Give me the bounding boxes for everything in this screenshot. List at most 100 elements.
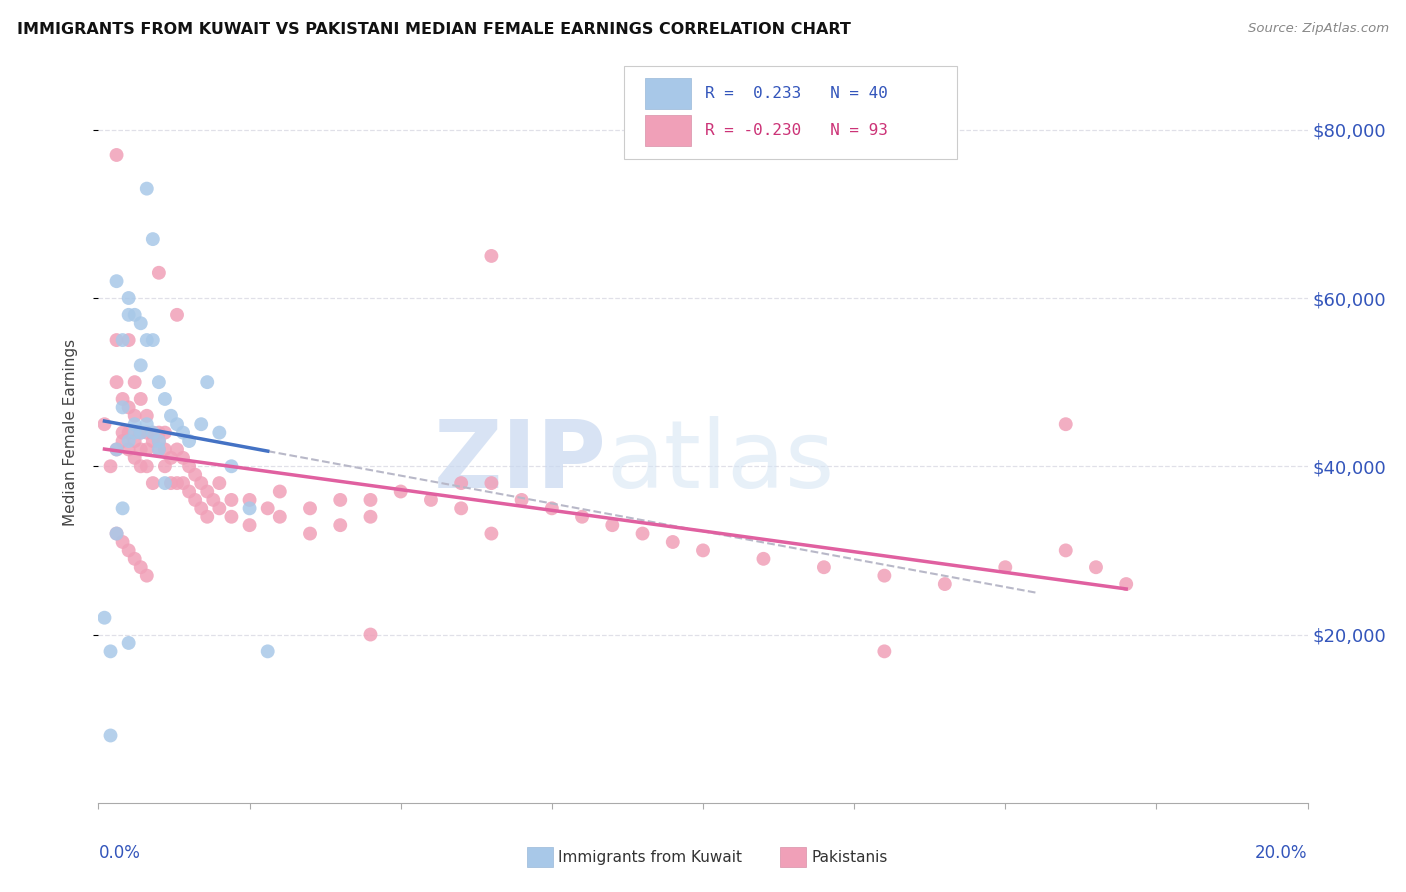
- Point: [450, 501, 472, 516]
- Point: [269, 484, 291, 499]
- Point: [100, 459, 122, 474]
- Point: [481, 476, 503, 491]
- Point: [1054, 543, 1077, 558]
- Point: [299, 526, 322, 541]
- Point: [602, 518, 624, 533]
- Point: [420, 492, 443, 507]
- Point: [124, 308, 146, 322]
- Point: [135, 568, 157, 582]
- Point: [129, 560, 152, 574]
- Text: Immigrants from Kuwait: Immigrants from Kuwait: [558, 850, 742, 864]
- Point: [450, 476, 472, 491]
- Point: [360, 509, 382, 524]
- Point: [752, 551, 775, 566]
- Point: [118, 291, 141, 305]
- Point: [510, 492, 533, 507]
- Point: [299, 501, 322, 516]
- Point: [148, 266, 170, 280]
- Text: 0.0%: 0.0%: [98, 844, 141, 862]
- Point: [118, 308, 141, 322]
- Point: [221, 492, 243, 507]
- Point: [1115, 577, 1137, 591]
- Point: [148, 434, 170, 448]
- Point: [148, 425, 170, 440]
- Point: [142, 476, 165, 491]
- Point: [179, 484, 201, 499]
- Point: [111, 333, 134, 347]
- Point: [148, 442, 170, 457]
- Point: [934, 577, 956, 591]
- Point: [129, 459, 152, 474]
- Point: [105, 148, 128, 162]
- Point: [111, 425, 134, 440]
- Point: [105, 442, 128, 457]
- Point: [129, 425, 152, 440]
- Point: [148, 375, 170, 389]
- Point: [208, 501, 231, 516]
- Text: Source: ZipAtlas.com: Source: ZipAtlas.com: [1249, 22, 1389, 36]
- Point: [124, 375, 146, 389]
- Point: [153, 459, 176, 474]
- Point: [142, 434, 165, 448]
- Point: [269, 509, 291, 524]
- Point: [93, 417, 115, 432]
- Point: [221, 509, 243, 524]
- Point: [208, 425, 231, 440]
- Text: atlas: atlas: [606, 417, 835, 508]
- Text: R =  0.233   N = 40: R = 0.233 N = 40: [706, 86, 889, 101]
- Point: [142, 333, 165, 347]
- Point: [190, 476, 212, 491]
- Point: [172, 476, 194, 491]
- Point: [142, 425, 165, 440]
- Point: [202, 492, 225, 507]
- Point: [360, 627, 382, 641]
- Point: [195, 509, 218, 524]
- Point: [135, 417, 157, 432]
- Point: [124, 417, 146, 432]
- Point: [166, 442, 188, 457]
- Point: [118, 636, 141, 650]
- Point: [389, 484, 412, 499]
- Point: [124, 434, 146, 448]
- Point: [124, 425, 146, 440]
- Point: [329, 492, 352, 507]
- Point: [166, 308, 188, 322]
- Point: [142, 232, 165, 246]
- Text: Pakistanis: Pakistanis: [811, 850, 887, 864]
- Point: [360, 492, 382, 507]
- Point: [111, 392, 134, 406]
- Point: [118, 442, 141, 457]
- Bar: [645, 78, 690, 109]
- Point: [153, 392, 176, 406]
- Point: [135, 442, 157, 457]
- Point: [105, 274, 128, 288]
- Point: [111, 501, 134, 516]
- Point: [179, 459, 201, 474]
- Text: ZIP: ZIP: [433, 417, 606, 508]
- Point: [124, 450, 146, 465]
- Point: [118, 434, 141, 448]
- Point: [135, 459, 157, 474]
- Point: [129, 359, 152, 373]
- Point: [239, 501, 262, 516]
- Point: [631, 526, 654, 541]
- Point: [105, 526, 128, 541]
- Point: [873, 568, 896, 582]
- Point: [93, 610, 115, 624]
- Point: [124, 409, 146, 423]
- Point: [105, 375, 128, 389]
- Point: [118, 333, 141, 347]
- Point: [118, 425, 141, 440]
- Bar: [645, 115, 690, 146]
- Text: 20.0%: 20.0%: [1256, 844, 1308, 862]
- Point: [813, 560, 835, 574]
- Point: [105, 442, 128, 457]
- Point: [160, 409, 183, 423]
- Point: [118, 543, 141, 558]
- Point: [184, 492, 207, 507]
- Point: [105, 526, 128, 541]
- Point: [111, 401, 134, 415]
- Point: [166, 417, 188, 432]
- Point: [481, 526, 503, 541]
- Point: [172, 425, 194, 440]
